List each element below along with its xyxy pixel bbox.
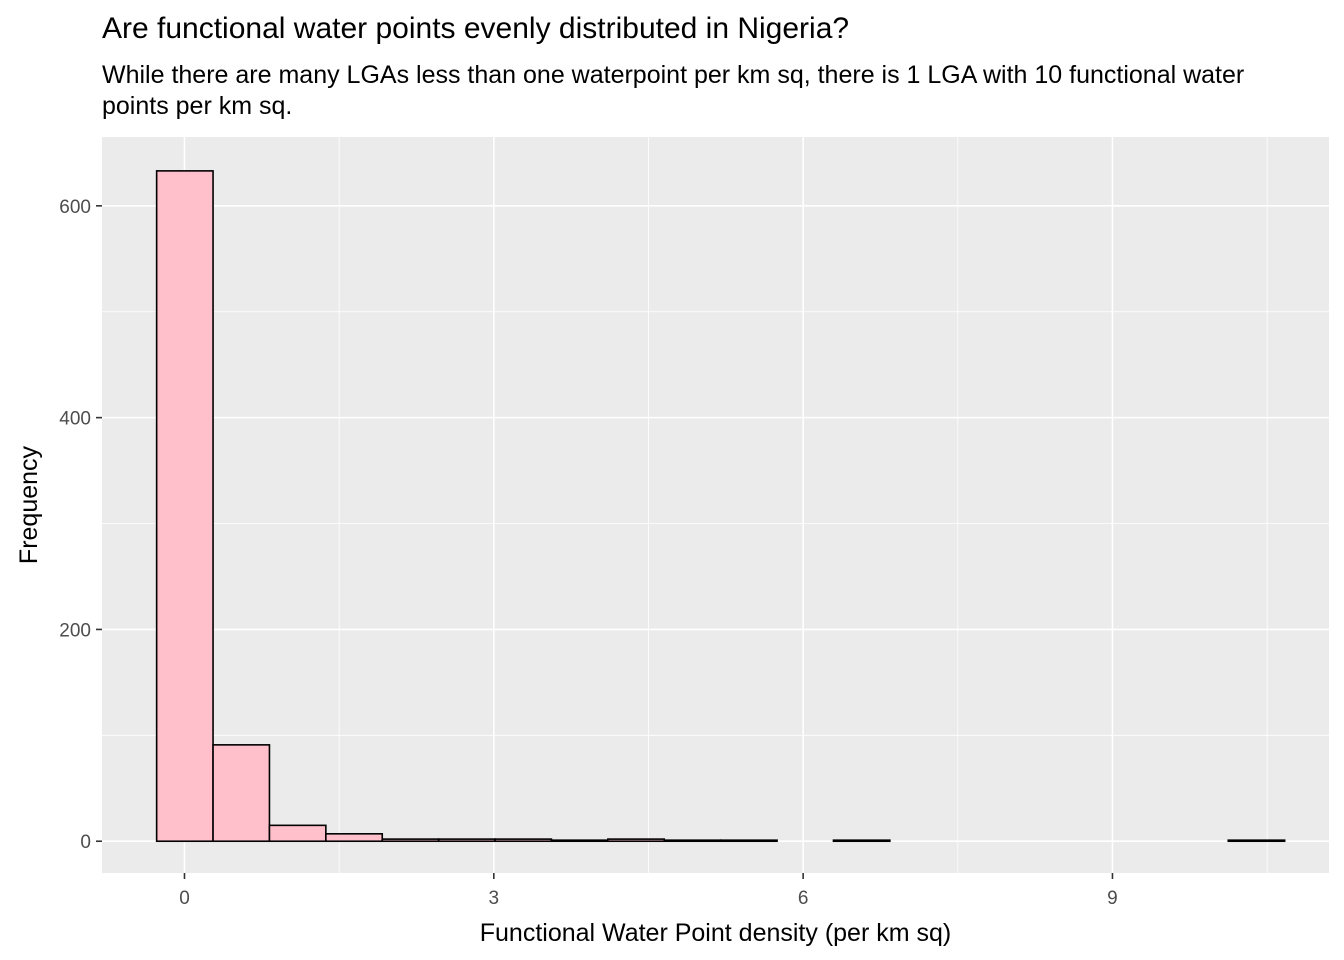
x-axis-title: Functional Water Point density (per km s… <box>480 919 951 947</box>
chart-subtitle: While there are many LGAs less than one … <box>102 61 1245 120</box>
histogram-bar <box>212 744 271 843</box>
histogram-bar <box>607 838 666 843</box>
histogram-bar <box>494 838 553 843</box>
histogram-bar <box>155 170 214 843</box>
histogram-bar <box>663 839 722 843</box>
histogram-bar <box>719 839 778 843</box>
plot-panel <box>102 137 1329 873</box>
histogram-bar <box>381 838 440 843</box>
y-axis-title: Frequency <box>15 445 43 564</box>
histogram-bar <box>268 824 327 843</box>
histogram-bar <box>1227 839 1286 843</box>
y-tick-label: 400 <box>59 409 91 430</box>
y-axis: 0 200 400 600 <box>59 197 102 853</box>
histogram-bars <box>155 170 1286 843</box>
x-tick-label: 3 <box>489 888 500 909</box>
histogram-bar <box>437 838 496 843</box>
histogram-bar <box>550 839 609 843</box>
histogram-bar <box>325 833 384 843</box>
chart-title: Are functional water points evenly distr… <box>102 12 850 45</box>
minor-gridlines <box>102 137 1329 873</box>
x-axis: 0 3 6 9 <box>179 873 1118 909</box>
y-tick-label: 600 <box>59 197 91 218</box>
histogram-bar <box>832 839 891 843</box>
x-tick-label: 9 <box>1107 888 1118 909</box>
y-tick-label: 200 <box>59 620 91 641</box>
x-tick-label: 6 <box>798 888 809 909</box>
x-tick-label: 0 <box>179 888 190 909</box>
y-tick-label: 0 <box>80 832 91 853</box>
